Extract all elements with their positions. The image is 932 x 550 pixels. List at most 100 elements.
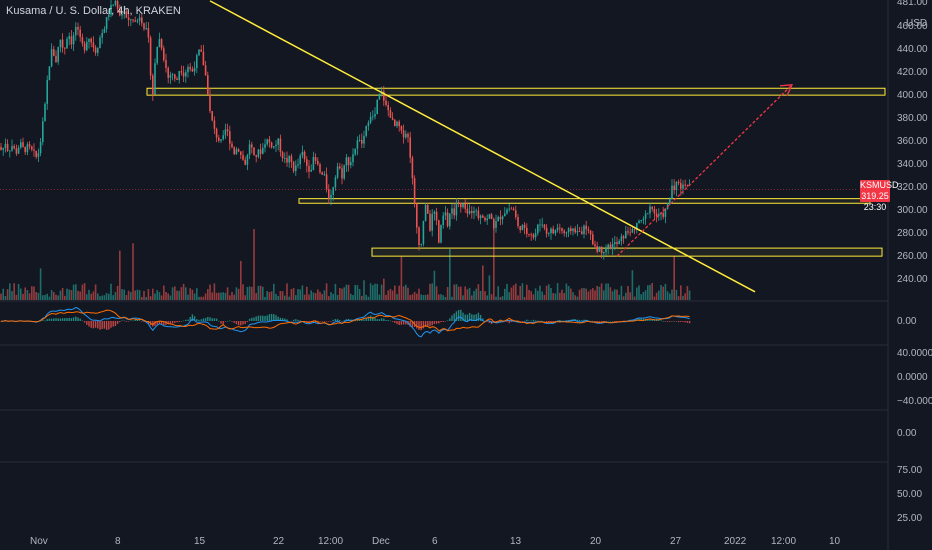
volume-bar <box>367 296 370 300</box>
macd-histogram-bar <box>658 319 660 321</box>
candle-body <box>251 144 253 148</box>
volume-bar <box>658 290 660 300</box>
volume-bar <box>174 286 176 300</box>
macd-histogram-bar <box>70 318 73 321</box>
candle-body <box>123 11 125 14</box>
candle-body <box>119 8 121 16</box>
macd-histogram-bar <box>288 320 290 322</box>
volume-bar <box>114 292 117 300</box>
macd-histogram-bar <box>389 320 392 322</box>
macd-histogram-bar <box>165 321 167 326</box>
macd-histogram-bar <box>387 320 389 321</box>
candle-body <box>57 47 59 63</box>
candle-body <box>2 148 4 150</box>
volume-bar <box>356 285 359 300</box>
macd-histogram-bar <box>567 319 570 321</box>
candle-body <box>299 155 301 165</box>
macd-histogram-bar <box>92 321 95 329</box>
candle-body <box>112 4 114 6</box>
volume-bar <box>198 296 200 300</box>
macd-histogram-bar <box>273 314 275 321</box>
macd-histogram-bar <box>233 321 235 323</box>
macd-histogram-bar <box>537 320 539 322</box>
candle-body <box>570 228 572 232</box>
candle-body <box>638 220 640 224</box>
macd-histogram-bar <box>438 321 440 324</box>
macd-histogram-bar <box>319 321 321 322</box>
volume-bar <box>633 296 636 300</box>
candle-body <box>682 184 684 189</box>
candle-body <box>262 147 264 154</box>
candle-body <box>121 13 123 16</box>
macd-histogram-bar <box>356 320 359 321</box>
drawings-layer[interactable] <box>0 0 858 293</box>
volume-bar <box>125 295 128 300</box>
volume-bar <box>405 284 407 300</box>
candle-body <box>642 218 645 221</box>
indicator-tick-label: 50.00 <box>897 489 922 500</box>
volume-bar <box>616 289 618 300</box>
candle-body <box>515 210 517 218</box>
candle-body <box>506 209 508 214</box>
volume-bar <box>669 293 671 300</box>
volume-bar <box>609 287 612 300</box>
macd-histogram-bar <box>411 321 414 328</box>
volume-bar <box>196 288 198 300</box>
macd-histogram-bar <box>242 321 244 325</box>
candle-body <box>422 220 425 245</box>
candle-body <box>343 165 345 179</box>
candle-body <box>444 212 447 216</box>
volume-bar <box>528 289 530 300</box>
volume-bar <box>611 291 614 300</box>
macd-histogram-bar <box>264 315 266 321</box>
volume-bar <box>39 268 42 300</box>
macd-histogram-bar <box>53 318 55 321</box>
volume-bar <box>303 294 306 300</box>
candle-body <box>79 29 81 38</box>
candle-body <box>629 232 631 234</box>
volume-bar <box>229 295 231 300</box>
candle-body <box>134 20 136 22</box>
macd-histogram-bar <box>138 320 141 321</box>
macd-histogram-bar <box>510 321 513 323</box>
candle-body <box>537 224 539 234</box>
macd-histogram-bar <box>383 318 385 321</box>
candle-body <box>332 187 334 195</box>
volume-bar <box>226 287 229 300</box>
volume-bar <box>431 283 433 300</box>
volume-bar <box>666 291 669 300</box>
volume-bar <box>154 293 156 300</box>
candle-body <box>222 135 224 140</box>
candle-body <box>193 68 196 72</box>
volume-bar <box>211 292 213 300</box>
support-resistance-zone <box>146 87 886 96</box>
candle-body <box>532 234 535 238</box>
volume-bar <box>218 292 220 300</box>
indicator-tick-label: 40.0000 <box>897 348 932 359</box>
candle-body <box>288 156 290 163</box>
candle-body <box>176 78 178 81</box>
price-tag-symbol: KSMUSD <box>860 180 899 190</box>
candle-body <box>352 154 354 163</box>
macd-histogram-bar <box>475 314 477 321</box>
macd-line <box>0 306 690 338</box>
macd-histogram-bar <box>418 321 420 330</box>
macd-histogram-bar <box>50 318 53 321</box>
macd-histogram-bar <box>675 321 678 322</box>
volume-bar <box>94 284 97 300</box>
volume-bar <box>127 290 130 300</box>
zones-layer[interactable] <box>146 87 886 257</box>
volume-bar <box>376 283 378 300</box>
candle-body <box>70 36 73 45</box>
candle-body <box>453 208 455 216</box>
candle-body <box>594 244 596 247</box>
indicator-tick-label: 75.00 <box>897 465 922 476</box>
macd-histogram-bar <box>167 321 169 325</box>
time-axis[interactable]: Nov 8 15 22 12:00 Dec 6 13 20 27 2022 12:00 10 <box>30 536 841 547</box>
candle-body <box>281 152 284 159</box>
volume-bar <box>488 275 491 300</box>
candle-body <box>68 36 70 39</box>
macd-histogram-bar <box>519 321 521 322</box>
price-axis[interactable]: 481.00 460.00 440.00 420.00 400.00 380.00 360.… <box>897 0 932 524</box>
